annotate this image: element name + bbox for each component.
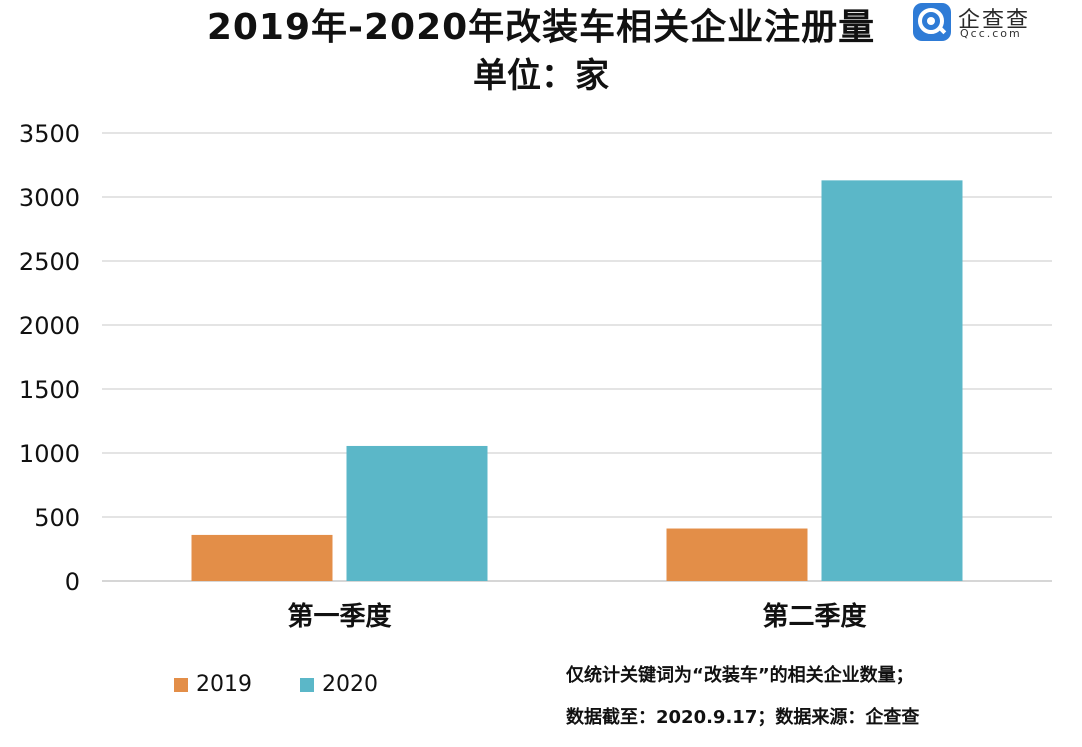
- bar-2019: [191, 534, 333, 581]
- logo-domain: Qcc.com: [960, 27, 1022, 40]
- legend-swatch-2020: [300, 677, 314, 692]
- bar-2020: [346, 445, 488, 581]
- bar-2019: [666, 528, 808, 581]
- legend-swatch-2019: [174, 677, 188, 692]
- y-tick-label: 1500: [19, 376, 80, 404]
- brand-logo: 企查查 Qcc.com: [912, 2, 1042, 42]
- y-tick-label: 2500: [19, 248, 80, 276]
- footnote-source: 数据截至：2020.9.17；数据来源：企查查: [566, 707, 920, 728]
- footnote-scope: 仅统计关键词为“改装车”的相关企业数量；: [566, 665, 914, 686]
- legend-item-2020: 2020: [300, 672, 378, 697]
- y-tick-label: 0: [65, 568, 80, 596]
- y-tick-label: 2000: [19, 312, 80, 340]
- legend-label-2020: 2020: [322, 672, 378, 697]
- chart-subtitle: 单位：家: [473, 56, 609, 96]
- y-tick-label: 3000: [19, 184, 80, 212]
- x-tick-label: 第二季度: [762, 601, 866, 632]
- y-tick-label: 3500: [19, 120, 80, 148]
- y-tick-label: 1000: [19, 440, 80, 468]
- y-tick-label: 500: [34, 504, 80, 532]
- bar-2020: [821, 180, 963, 582]
- legend-label-2019: 2019: [196, 672, 252, 697]
- legend-item-2019: 2019: [174, 672, 252, 697]
- chart-title: 2019年-2020年改装车相关企业注册量: [206, 7, 876, 48]
- plot-area: 0 500 1000 1500 2000 2500 3000 3500 第一季度 第二季度: [19, 120, 1052, 632]
- qcc-logo-icon: [913, 3, 951, 41]
- x-tick-label: 第一季度: [287, 601, 391, 632]
- logo-name: 企查查: [958, 8, 1031, 33]
